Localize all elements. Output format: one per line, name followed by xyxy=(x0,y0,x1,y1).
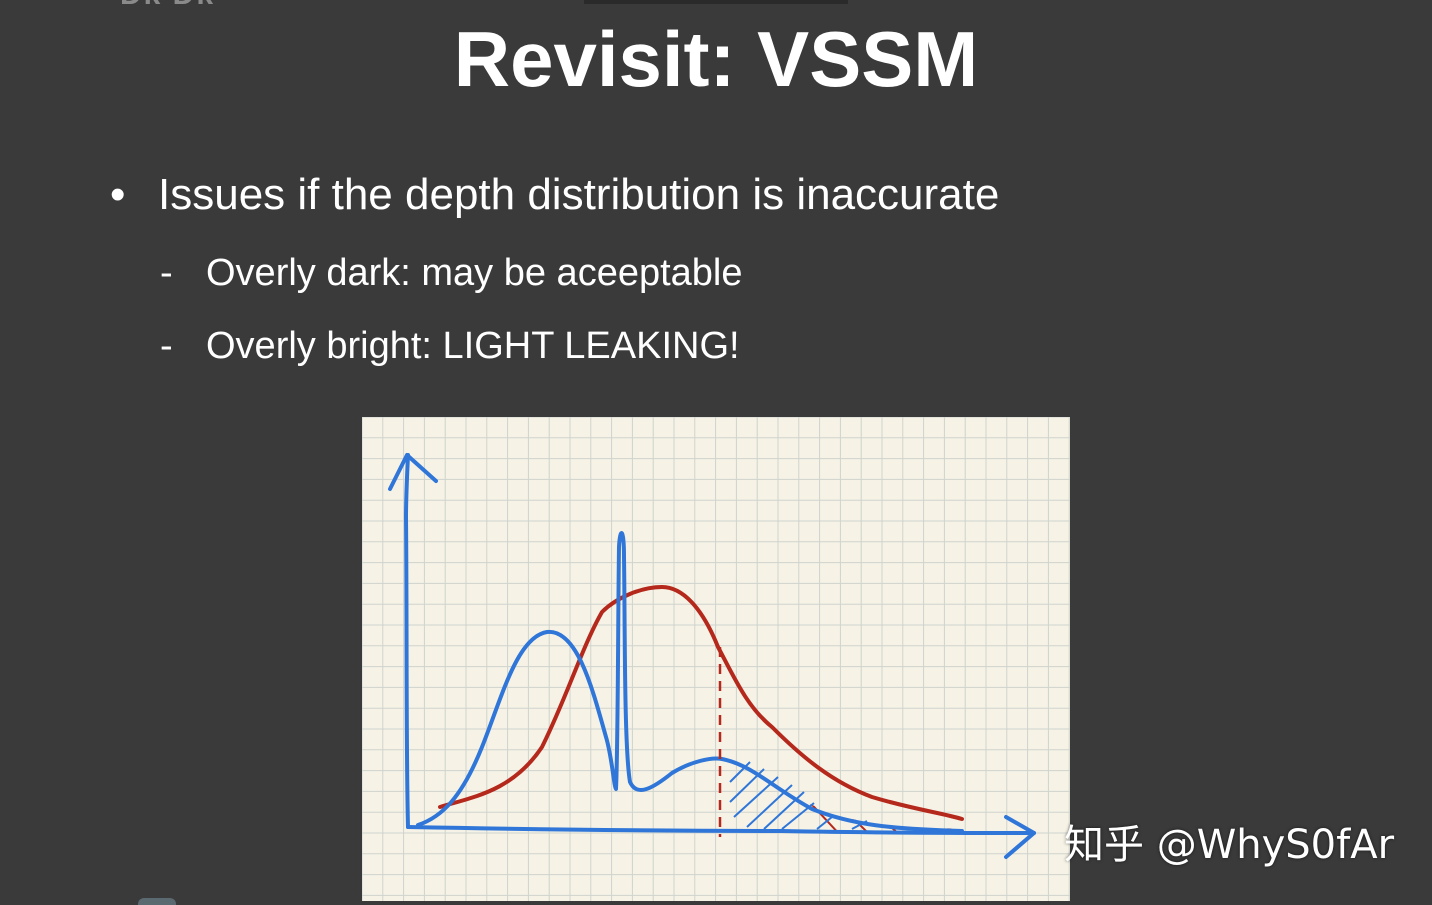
y-axis-arrowhead xyxy=(388,453,438,491)
x-axis xyxy=(406,825,1036,835)
corner-logo: Dk Dk xyxy=(120,0,215,12)
grid-lines xyxy=(361,416,1070,901)
watermark: 知乎 @WhyS0fAr xyxy=(1064,822,1395,868)
y-axis xyxy=(404,453,410,829)
bullet-marker: • xyxy=(110,170,126,219)
slide-title: Revisit: VSSM xyxy=(453,15,979,103)
distribution-sketch xyxy=(361,416,1070,901)
sub-item-overly-bright: - Overly bright: LIGHT LEAKING! xyxy=(160,325,740,368)
sub-item-marker: - xyxy=(160,325,173,367)
hatched-region-red xyxy=(720,762,962,833)
sketch-svg xyxy=(361,416,1070,901)
bullet-text: Issues if the depth distribution is inac… xyxy=(158,170,1000,219)
sub-item-overly-dark: - Overly dark: may be aceeptable xyxy=(160,252,743,295)
sub-item-text: Overly dark: may be aceeptable xyxy=(206,252,743,294)
blue-distribution-curve xyxy=(416,531,964,833)
red-distribution-curve xyxy=(438,585,964,821)
sub-item-marker: - xyxy=(160,252,173,294)
bottom-chip xyxy=(138,898,176,905)
x-axis-arrowhead xyxy=(1004,815,1036,859)
axes xyxy=(388,453,1036,859)
sub-item-text: Overly bright: LIGHT LEAKING! xyxy=(206,325,740,367)
bullet-main: • Issues if the depth distribution is ina… xyxy=(110,170,999,220)
top-bar xyxy=(584,0,848,4)
